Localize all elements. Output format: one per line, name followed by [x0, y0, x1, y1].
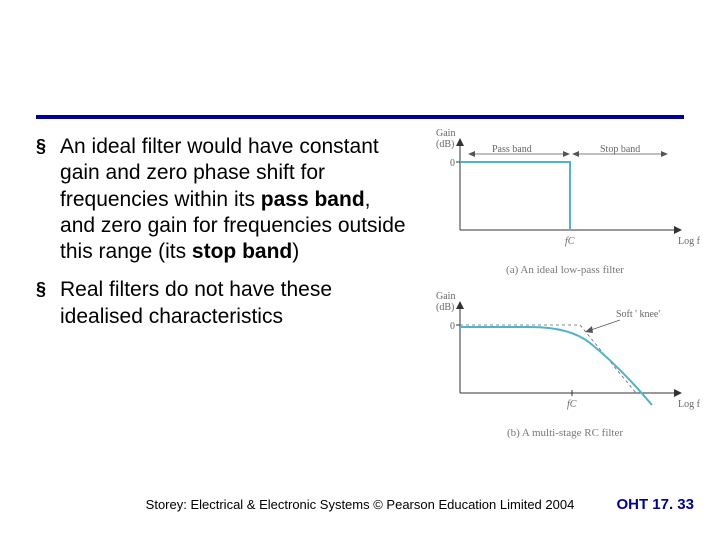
fig-b-knee-pointer	[588, 320, 620, 331]
fig-a-yaxis-arrow-icon	[456, 138, 464, 146]
fig-a-fc-label: fC	[565, 236, 575, 247]
bullet-marker-icon: §	[36, 136, 46, 157]
slide-divider	[36, 115, 684, 119]
fig-b-xlabel: Log f	[678, 399, 701, 410]
figure-b: Gain (dB) 0 Soft ' knee' fC Log f (b) A …	[420, 285, 710, 440]
fig-a-passband-arrow-l-icon	[468, 151, 475, 157]
fig-a-xaxis-arrow-icon	[674, 226, 682, 234]
fig-b-knee-arrow-icon	[585, 326, 593, 333]
fig-b-ylabel-top: Gain	[436, 291, 455, 302]
fig-b-ylabel-bottom: (dB)	[436, 302, 454, 313]
footer-citation: Storey: Electrical & Electronic Systems …	[0, 497, 720, 512]
fig-a-stopband-arrow-l-icon	[572, 151, 579, 157]
footer-page-number: OHT 17. 33	[616, 496, 694, 513]
fig-a-caption: (a) An ideal low-pass filter	[420, 264, 710, 276]
bullet-list: § An ideal filter would have constant ga…	[36, 134, 406, 342]
fig-b-knee-label: Soft ' knee'	[616, 309, 660, 320]
fig-b-ytick: 0	[450, 321, 455, 332]
bullet-item-2: § Real filters do not have these idealis…	[36, 277, 406, 330]
fig-b-xaxis-arrow-icon	[674, 389, 682, 397]
bullet-text-2: Real filters do not have these idealised…	[60, 277, 406, 330]
fig-b-caption: (b) A multi-stage RC filter	[420, 427, 710, 439]
figure-a-svg: Gain (dB) 0 Pass band Stop band fC Log	[420, 122, 710, 262]
bullet-marker-icon: §	[36, 279, 46, 300]
fig-b-yaxis-arrow-icon	[456, 301, 464, 309]
fig-a-ytick: 0	[450, 158, 455, 169]
fig-a-ylabel-bottom: (dB)	[436, 139, 454, 150]
fig-a-stopband-arrow-r-icon	[661, 151, 668, 157]
bullet-text-1: An ideal filter would have constant gain…	[60, 134, 406, 265]
fig-a-passband-label: Pass band	[492, 144, 532, 155]
figures-column: Gain (dB) 0 Pass band Stop band fC Log	[420, 122, 710, 448]
fig-a-passband-arrow-r-icon	[563, 151, 570, 157]
fig-a-xlabel: Log f	[678, 236, 701, 247]
fig-a-ylabel-top: Gain	[436, 128, 455, 139]
fig-b-fc-label: fC	[567, 399, 577, 410]
figure-a: Gain (dB) 0 Pass band Stop band fC Log	[420, 122, 710, 277]
figure-b-svg: Gain (dB) 0 Soft ' knee' fC Log f	[420, 285, 710, 425]
fig-a-curve	[460, 162, 570, 230]
bullet-item-1: § An ideal filter would have constant ga…	[36, 134, 406, 265]
fig-a-stopband-label: Stop band	[600, 144, 640, 155]
